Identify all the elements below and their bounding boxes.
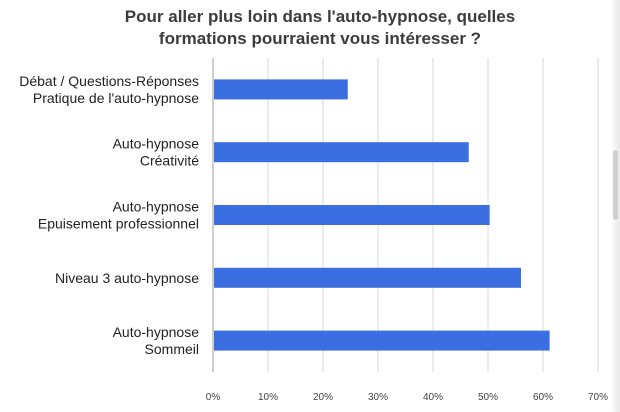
category-label: Débat / Questions-Réponses Pratique de l'… (19, 73, 199, 106)
x-tick-label: 0% (206, 392, 221, 403)
x-tick-label: 10% (258, 392, 278, 403)
category-label: Auto-hypnose Epuisement professionnel (38, 199, 199, 232)
category-label: Niveau 3 auto-hypnose (55, 270, 199, 286)
bar[interactable] (214, 205, 490, 225)
x-tick-label: 50% (478, 392, 498, 403)
bar[interactable] (214, 79, 348, 100)
x-tick-label: 20% (313, 392, 333, 403)
scrollbar-thumb[interactable] (613, 150, 618, 220)
category-label: Auto-hypnose Sommeil (113, 324, 200, 357)
x-tick-label: 60% (533, 392, 553, 403)
bar[interactable] (214, 330, 550, 351)
x-tick-label: 30% (368, 392, 388, 403)
x-tick-label: 70% (588, 392, 608, 403)
x-tick-label: 40% (423, 392, 443, 403)
chart-title: Pour aller plus loin dans l'auto-hypnose… (124, 7, 516, 48)
category-label: Auto-hypnose Créativité (113, 136, 200, 169)
bar[interactable] (214, 267, 521, 288)
bar[interactable] (214, 142, 469, 163)
